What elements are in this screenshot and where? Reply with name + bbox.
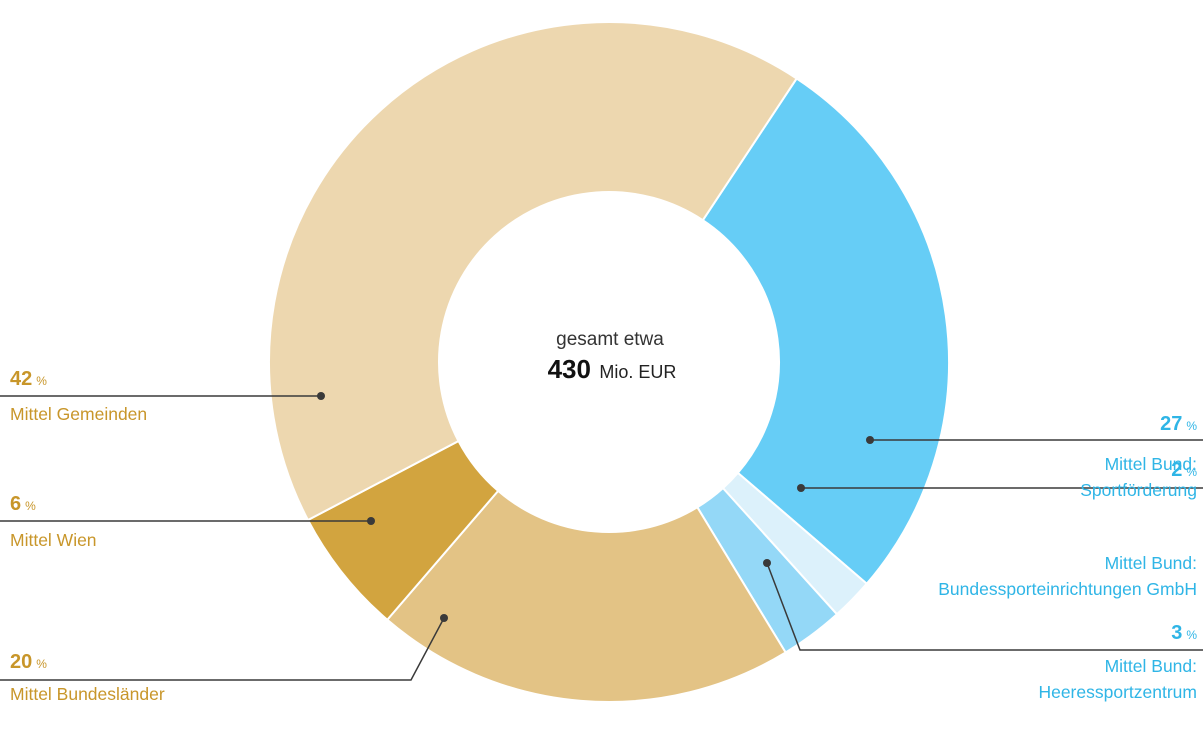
slice-percent-label-4: 6% <box>10 493 36 515</box>
center-total-value: 430 <box>548 354 591 384</box>
slice-percent-label-2: 3% <box>1171 622 1197 644</box>
slice-name-label-0-0: Mittel Bund: <box>1105 454 1197 474</box>
center-label-line1: gesamt etwa <box>556 329 664 350</box>
leader-lines <box>0 392 1203 681</box>
slice-percent-label-5: 42% <box>10 368 47 390</box>
leader-dot-0 <box>866 436 874 444</box>
slice-name-label-1-0: Mittel Bund: <box>1105 553 1197 573</box>
slice-3 <box>385 489 788 703</box>
leader-dot-5 <box>317 392 325 400</box>
leader-dot-1 <box>797 484 805 492</box>
leader-line-3 <box>0 617 445 681</box>
slice-percent-label-3: 20% <box>10 651 47 673</box>
leader-dot-4 <box>367 517 375 525</box>
slice-percent-label-1: 2% <box>1171 459 1197 481</box>
donut-slices <box>268 21 950 703</box>
slice-name-label-2-1: Heeressportzentrum <box>1038 682 1197 702</box>
slice-name-label-1-1: Bundessporteinrichtungen GmbH <box>938 579 1197 599</box>
slice-0 <box>701 77 950 586</box>
leader-line-2 <box>766 562 1203 651</box>
slice-5 <box>268 21 799 522</box>
slice-name-label-3-0: Mittel Bundesländer <box>10 684 165 704</box>
center-label: gesamt etwa 430 Mio. EUR <box>548 329 677 384</box>
slice-name-label-4-0: Mittel Wien <box>10 530 97 550</box>
leader-dot-2 <box>763 559 771 567</box>
slice-name-label-5-0: Mittel Gemeinden <box>10 404 147 424</box>
leader-dot-3 <box>440 614 448 622</box>
slice-percent-label-0: 27% <box>1160 413 1197 435</box>
center-total-unit: Mio. EUR <box>599 362 676 382</box>
slice-name-label-0-1: Sportförderung <box>1080 480 1197 500</box>
slice-name-label-2-0: Mittel Bund: <box>1105 656 1197 676</box>
center-label-total: 430 Mio. EUR <box>548 354 677 384</box>
